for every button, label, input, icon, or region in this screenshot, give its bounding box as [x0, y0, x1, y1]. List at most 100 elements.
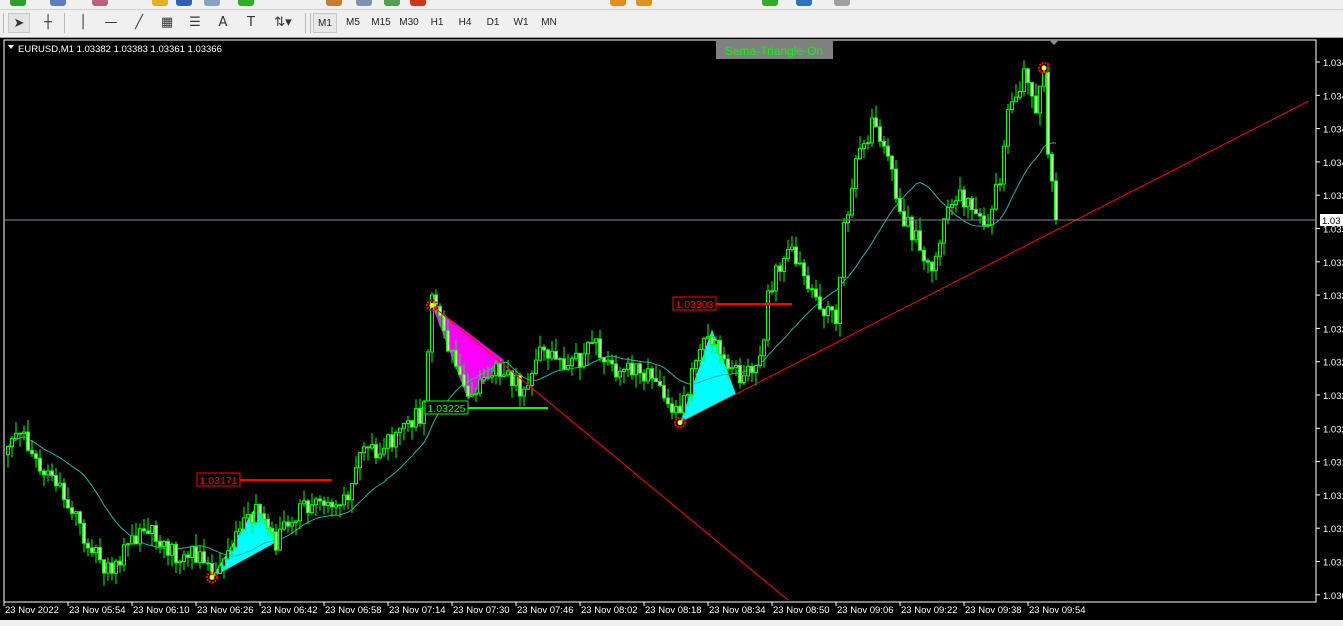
favorites-icon[interactable]: [152, 0, 168, 6]
candle: [1034, 95, 1038, 114]
candle: [926, 260, 930, 263]
cursor-arrow-icon[interactable]: ➤: [8, 13, 30, 33]
zoom-in-icon[interactable]: [610, 0, 626, 6]
candle: [1054, 180, 1058, 221]
plot-frame: [3, 39, 1317, 603]
candle: [310, 504, 314, 514]
candle: [522, 388, 526, 397]
zoom-out-icon[interactable]: [636, 0, 652, 6]
timeframe-h1[interactable]: H1: [430, 17, 444, 28]
candle: [222, 558, 226, 567]
candle: [778, 265, 782, 272]
time-axis-label: 23 Nov 08:34: [709, 605, 766, 616]
chart-window-icon[interactable]: [92, 0, 108, 6]
collapse-triangle-icon[interactable]: [8, 45, 14, 49]
candle: [574, 352, 578, 359]
text-icon[interactable]: A: [218, 15, 228, 30]
candle: [866, 142, 870, 145]
new-order-icon[interactable]: [10, 0, 26, 6]
triangle-pattern: [432, 305, 504, 400]
navigator-icon[interactable]: [176, 0, 192, 6]
candle: [694, 359, 698, 370]
trendline-icon[interactable]: ╱: [135, 15, 143, 30]
equidistant-channel-icon[interactable]: ▦: [160, 15, 174, 30]
time-axis-label: 23 Nov 08:50: [773, 605, 830, 616]
candle: [830, 306, 834, 311]
autotrading-icon[interactable]: [410, 0, 426, 6]
chart-window[interactable]: 1.03171 1.03303 1.03225 1.034 1.034 1.034 1.0…: [0, 38, 1343, 620]
timeframe-m1[interactable]: M1: [313, 13, 337, 33]
crosshair-icon[interactable]: ┼: [44, 15, 52, 30]
candle: [958, 189, 962, 202]
candle: [198, 551, 202, 563]
periods-icon[interactable]: [796, 0, 812, 6]
timeframe-d1[interactable]: D1: [486, 17, 500, 28]
text-label-icon[interactable]: T: [247, 15, 255, 30]
price-axis-label: 1.031: [1323, 558, 1343, 569]
candle: [994, 183, 998, 210]
candle: [38, 457, 42, 472]
vertical-line-icon[interactable]: │: [79, 15, 87, 30]
candle: [590, 341, 594, 344]
candle: [258, 503, 262, 515]
time-axis-label: 23 Nov 08:18: [645, 605, 702, 616]
timeframe-m15[interactable]: M15: [371, 17, 391, 28]
candle: [706, 335, 710, 339]
expert-icon[interactable]: [326, 0, 342, 6]
timeframe-m30[interactable]: M30: [399, 17, 419, 28]
price-level-label-box: [672, 296, 717, 311]
candle: [518, 374, 522, 397]
terminal-icon[interactable]: [356, 0, 372, 6]
candle: [650, 368, 654, 380]
candle: [1026, 68, 1030, 84]
candle: [50, 470, 54, 476]
price-level-label-box: [196, 472, 241, 487]
candle: [770, 290, 774, 293]
candle: [194, 546, 198, 563]
candle: [474, 392, 478, 395]
candle: [26, 431, 30, 451]
time-axis-label: 23 Nov 09:54: [1029, 605, 1086, 616]
candle: [594, 338, 598, 344]
price-chart[interactable]: 1.03171 1.03303 1.03225 1.034 1.034 1.034 1.0…: [0, 38, 1343, 620]
candle: [998, 183, 1002, 186]
profiles-icon[interactable]: [50, 0, 66, 6]
timeframe-mn[interactable]: MN: [541, 17, 557, 28]
candle: [62, 482, 66, 501]
add-icon[interactable]: [238, 0, 254, 6]
candle: [914, 230, 918, 241]
price-axis-label: 1.032: [1323, 424, 1343, 435]
candle: [1006, 109, 1010, 147]
candle: [266, 518, 270, 530]
candle: [542, 346, 546, 351]
horizontal-line-icon[interactable]: —: [104, 15, 118, 30]
indicators-icon[interactable]: [762, 0, 778, 6]
chart-shift-marker-icon[interactable]: [1049, 40, 1059, 45]
zoom-icon[interactable]: [204, 0, 220, 6]
price-axis-label: 1.033: [1323, 291, 1343, 302]
toolbar-separator: [310, 13, 311, 33]
arrows-dropdown-icon[interactable]: ⇅▾: [274, 15, 292, 30]
candle: [110, 562, 114, 574]
candle: [466, 385, 470, 397]
candle: [654, 378, 658, 383]
strategy-icon[interactable]: [384, 0, 400, 6]
candle: [782, 258, 786, 272]
timeframe-w1[interactable]: W1: [513, 17, 529, 28]
candle: [802, 262, 806, 277]
candle: [642, 372, 646, 382]
timeframe-h4[interactable]: H4: [458, 17, 472, 28]
candle: [14, 432, 18, 440]
candle: [790, 246, 794, 251]
candle: [358, 452, 362, 469]
timeframe-m5[interactable]: M5: [346, 17, 360, 28]
candle: [966, 197, 970, 208]
fibonacci-icon[interactable]: ☰: [189, 15, 201, 30]
screenshot-icon[interactable]: [834, 0, 850, 6]
candle: [446, 330, 450, 352]
candle: [826, 306, 830, 317]
candle: [1038, 85, 1042, 114]
candle: [950, 204, 954, 208]
price-axis-label: 1.034: [1323, 125, 1343, 136]
sema-marker-center: [1041, 65, 1047, 71]
